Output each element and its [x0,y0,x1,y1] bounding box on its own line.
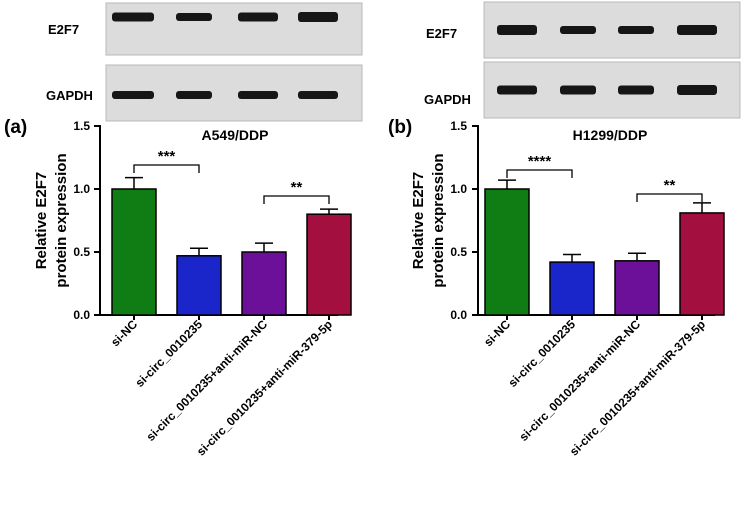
category-label: si-circ_0010235 [132,317,205,390]
chart-title: H1299/DDP [573,127,648,143]
category-label: si-circ_0010235+anti-miR-NC [516,317,643,444]
bar [484,188,530,316]
category-label: si-circ_0010235+anti-miR-379-5p [194,317,335,458]
blot-row-label: E2F7 [426,26,457,41]
blot-band [112,12,154,22]
blot-band [497,85,537,95]
blot-band [618,26,654,34]
category-label: si-circ_0010235+anti-miR-379-5p [567,317,708,458]
y-tick-label: 0.5 [73,245,90,259]
blot-band [560,26,596,34]
blot-band [677,25,717,35]
y-tick-label: 1.0 [73,182,90,196]
bar [111,188,157,316]
blot-band [238,12,278,22]
blot-band [298,12,338,22]
significance-label: *** [158,148,176,165]
blot-band [677,85,717,95]
significance-bracket [263,195,330,204]
blot-strip-e2f7 [105,2,363,56]
significance-label: **** [528,153,552,170]
blot-row-label: E2F7 [48,22,79,37]
bar [176,255,222,316]
blot-band [497,25,537,35]
bar [614,260,660,316]
significance-bracket [506,169,573,178]
y-tick-label: 1.0 [450,182,467,196]
category-label: si-NC [481,317,513,349]
bar [549,261,595,316]
y-tick-label: 1.5 [73,119,90,133]
y-tick-label: 0.5 [450,245,467,259]
chart-title: A549/DDP [202,127,269,143]
y-axis-label: Relative E2F7 [410,172,427,270]
bar [306,213,352,316]
blot-band [298,91,338,99]
blot-band [560,85,596,95]
blot-band [618,85,654,95]
y-tick-label: 1.5 [450,119,467,133]
blot-band [112,91,154,99]
panel-b: E2F7 GAPDH (b) H1299/DDP 0.0 0.5 1.0 1.5 Relativ… [388,1,741,458]
significance-label: ** [664,177,676,194]
y-tick-label: 0.0 [450,308,467,322]
category-label: si-circ_0010235+anti-miR-NC [143,317,270,444]
y-axis-label: Relative E2F7 [33,172,50,270]
blot-band [176,91,212,99]
blot-band [238,91,278,99]
bar [241,251,287,316]
panel-letter: (a) [4,117,27,138]
blot-row-label: GAPDH [46,88,93,103]
y-axis-label: protein expression [53,153,70,287]
bar [679,212,725,316]
blot-band [176,13,212,21]
category-label: si-circ_0010235 [505,317,578,390]
significance-bracket [133,164,200,173]
significance-label: ** [291,179,303,196]
y-axis-label: protein expression [430,153,447,287]
category-label: si-NC [108,317,140,349]
blot-row-label: GAPDH [424,92,471,107]
significance-bracket [636,193,703,202]
panel-letter: (b) [388,117,412,138]
y-tick-label: 0.0 [73,308,90,322]
panel-a: E2F7 GAPDH (a) A549/DDP 0.0 0.5 1.0 1.5 Relative… [4,2,363,458]
